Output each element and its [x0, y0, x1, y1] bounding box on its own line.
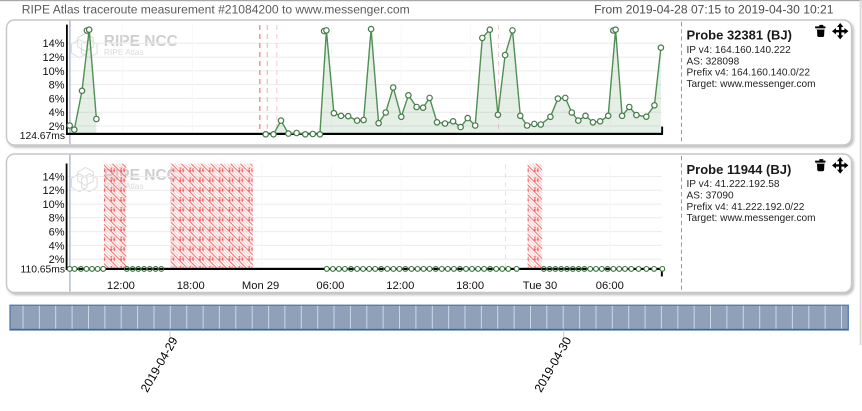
svg-text:4%: 4% — [49, 240, 65, 252]
svg-text:AS: 37090: AS: 37090 — [687, 191, 735, 202]
svg-text:06:00: 06:00 — [316, 280, 344, 292]
svg-text:14%: 14% — [42, 171, 64, 183]
svg-text:Probe 32381 (BJ): Probe 32381 (BJ) — [687, 28, 793, 43]
svg-text:RIPE Atlas traceroute measurem: RIPE Atlas traceroute measurement #21084… — [22, 2, 410, 16]
svg-text:06:00: 06:00 — [596, 280, 624, 292]
svg-text:14%: 14% — [42, 38, 64, 50]
svg-text:Probe 11944 (BJ): Probe 11944 (BJ) — [687, 162, 792, 177]
svg-text:124.67ms: 124.67ms — [20, 131, 65, 142]
svg-text:IP v4: 41.222.192.58: IP v4: 41.222.192.58 — [687, 179, 780, 190]
svg-text:From 2019-04-28 07:15 to 2019-: From 2019-04-28 07:15 to 2019-04-30 10:2… — [594, 2, 834, 16]
svg-text:IP v4: 164.160.140.222: IP v4: 164.160.140.222 — [687, 45, 792, 56]
svg-text:RIPE Atlas: RIPE Atlas — [104, 47, 144, 57]
svg-text:6%: 6% — [49, 93, 65, 105]
svg-text:Prefix v4: 164.160.140.0/22: Prefix v4: 164.160.140.0/22 — [687, 68, 811, 79]
svg-text:Prefix v4: 41.222.192.0/22: Prefix v4: 41.222.192.0/22 — [687, 202, 805, 213]
svg-text:2%: 2% — [49, 254, 65, 266]
svg-text:12:00: 12:00 — [107, 280, 135, 292]
svg-text:110.65ms: 110.65ms — [21, 265, 65, 276]
svg-text:10%: 10% — [42, 199, 64, 211]
svg-text:4%: 4% — [49, 107, 65, 119]
svg-text:12%: 12% — [42, 185, 64, 197]
svg-text:18:00: 18:00 — [456, 280, 484, 292]
svg-text:8%: 8% — [49, 213, 65, 225]
svg-text:8%: 8% — [49, 80, 65, 92]
svg-text:AS: 328098: AS: 328098 — [687, 56, 740, 67]
svg-text:18:00: 18:00 — [177, 280, 205, 292]
svg-text:Target: www.messenger.com: Target: www.messenger.com — [687, 79, 816, 90]
svg-text:12:00: 12:00 — [386, 280, 414, 292]
svg-text:6%: 6% — [49, 227, 65, 239]
svg-text:12%: 12% — [42, 52, 64, 64]
svg-text:Mon 29: Mon 29 — [242, 280, 279, 292]
svg-text:Target: www.messenger.com: Target: www.messenger.com — [687, 213, 816, 224]
svg-text:Tue 30: Tue 30 — [523, 280, 557, 292]
svg-text:10%: 10% — [42, 66, 64, 78]
svg-text:2%: 2% — [49, 121, 65, 133]
